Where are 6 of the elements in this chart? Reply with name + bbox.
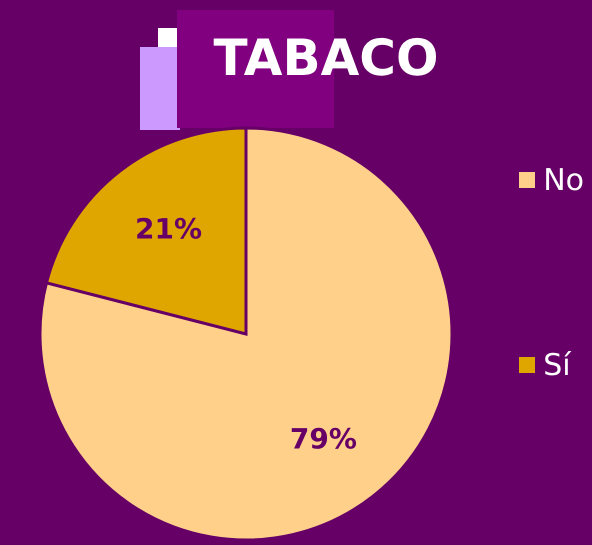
chart-title: TABACO: [214, 29, 438, 87]
legend-label: Sí: [543, 348, 571, 382]
data-label: 79%: [290, 422, 357, 456]
legend-label: No: [543, 162, 584, 198]
data-label: 21%: [135, 212, 202, 246]
pie-slice: [38, 126, 454, 542]
